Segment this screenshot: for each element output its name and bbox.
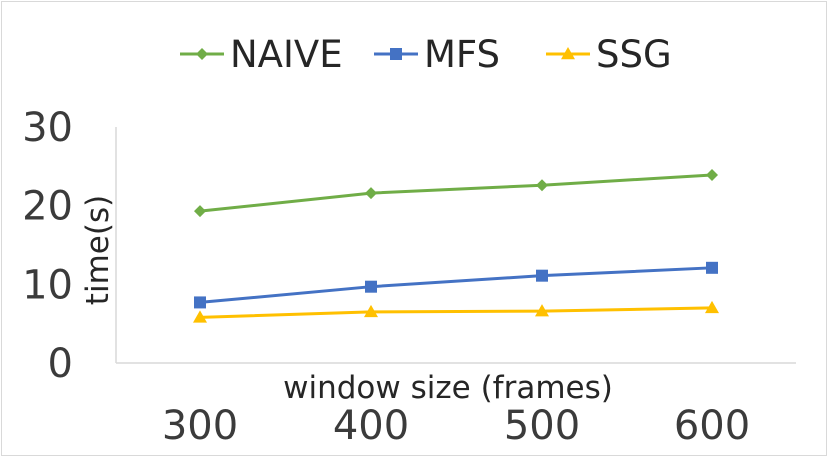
legend-swatch-marker <box>561 47 575 60</box>
data-point-marker <box>194 205 206 218</box>
y-axis-ticks: 0 10 20 30 <box>22 105 73 387</box>
data-point-marker <box>365 187 377 200</box>
series-layer <box>193 168 719 323</box>
y-tick-label: 10 <box>22 262 73 308</box>
series-line <box>199 266 713 304</box>
legend-label: SSG <box>596 33 672 76</box>
series-line <box>199 173 713 213</box>
legend-label: NAIVE <box>230 33 343 76</box>
data-point-marker <box>536 179 548 192</box>
y-axis-title: time(s) <box>80 195 116 305</box>
x-tick-label: 500 <box>504 403 580 449</box>
y-tick-label: 0 <box>48 341 73 387</box>
x-axis-ticks: 300 400 500 600 <box>162 403 750 449</box>
series-line <box>199 306 713 319</box>
x-axis-title: window size (frames) <box>283 370 613 406</box>
data-point-marker <box>365 280 377 293</box>
data-point-marker <box>364 304 378 318</box>
x-tick-label: 400 <box>333 403 409 449</box>
series-mfs <box>194 261 718 309</box>
legend-label: MFS <box>424 33 500 76</box>
x-tick-label: 600 <box>674 403 750 449</box>
data-point-marker <box>194 296 206 309</box>
legend-swatch-marker <box>390 48 402 60</box>
data-point-marker <box>705 300 719 314</box>
series-naive <box>194 168 718 218</box>
legend-swatch-marker <box>196 48 208 60</box>
legend-item-mfs: MFS <box>374 33 500 76</box>
legend-item-naive: NAIVE <box>180 33 343 76</box>
data-point-marker <box>535 304 549 317</box>
data-point-marker <box>536 269 548 282</box>
legend-item-ssg: SSG <box>546 33 672 76</box>
data-point-marker <box>193 310 207 323</box>
y-tick-label: 30 <box>22 105 73 151</box>
data-point-marker <box>706 168 718 181</box>
data-point-marker <box>706 261 718 274</box>
x-tick-label: 300 <box>162 403 238 449</box>
series-ssg <box>193 300 719 323</box>
legend: NAIVE MFS SSG <box>180 33 672 76</box>
y-tick-label: 20 <box>22 184 73 230</box>
